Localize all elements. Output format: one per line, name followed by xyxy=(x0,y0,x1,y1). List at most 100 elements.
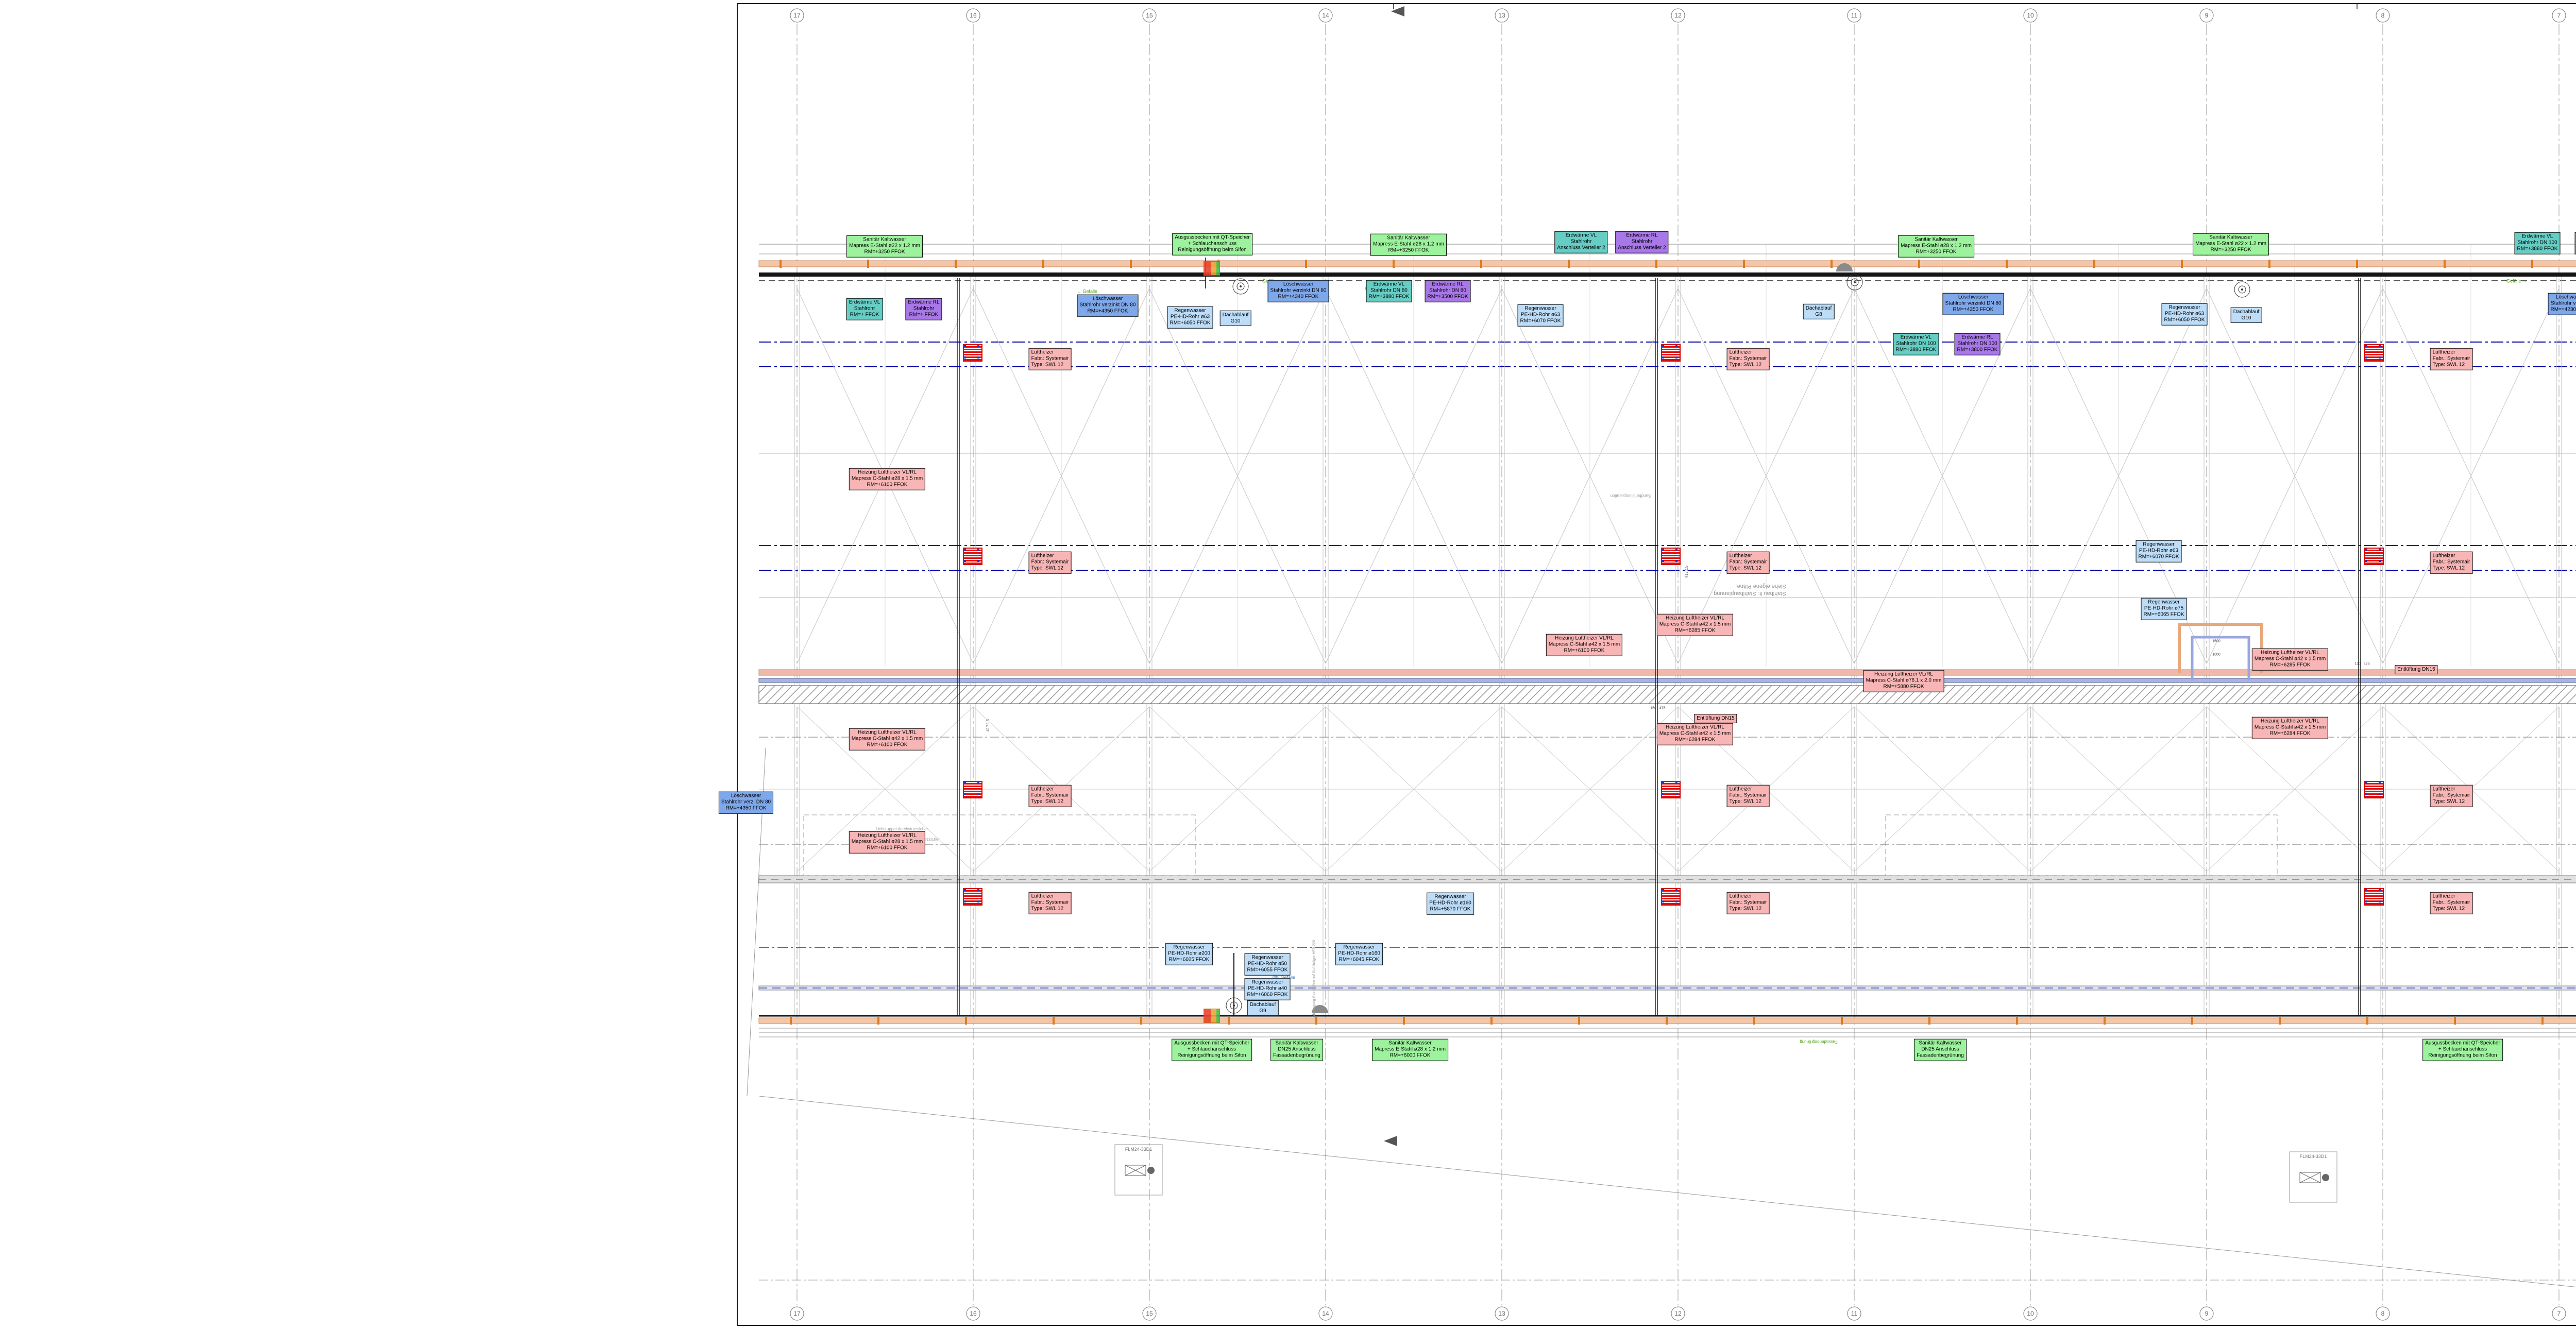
plan-label-line: RM=+3880 FFOK xyxy=(1368,294,1410,300)
plan-label-line: G10 xyxy=(1230,318,1241,324)
plan-label: Erdwärme VL Stahlrohr DN 80 RM=+3880 FFOK xyxy=(1366,280,1412,302)
plan-label-line: Ausgussbecken mit QT-Speicher xyxy=(1174,1040,1249,1046)
grid-bubble xyxy=(790,8,804,23)
plan-label-line: Regenwasser xyxy=(1174,308,1206,314)
plan-label-line: RM=+6100 FFOK xyxy=(1564,648,1605,654)
plan-label-line: RM=+6065 FFOK xyxy=(2143,612,2184,618)
plan-label-line: Mapress E-Stahl ø28 x 1.2 mm xyxy=(1373,241,1444,247)
plan-text: 1000 xyxy=(2212,653,2221,657)
plan-label-line: Type: SWL 12 xyxy=(1031,799,1064,805)
roof-drain-icon xyxy=(1226,997,1242,1014)
unit-corner-dot xyxy=(2365,793,2367,795)
grid-bubble-number: 14 xyxy=(1322,1310,1329,1317)
plan-label-line: Fabr.: Systemair xyxy=(2432,899,2470,906)
grid-bubble-number: 10 xyxy=(2027,1310,2034,1317)
plan-label-line: + Schlauchanschluss xyxy=(1188,241,1237,247)
plan-label-line: Fabr.: Systemair xyxy=(1729,792,1767,798)
plan-label-line: Mapress C-Stahl ø42 x 1.5 mm xyxy=(1659,730,1731,737)
plan-label: Erdwärme VL Stahlrohr Anschluss Verteiler … xyxy=(1554,231,1608,253)
plan-label-line: Erdwärme RL xyxy=(1432,281,1464,287)
unit-corner-dot xyxy=(964,345,966,347)
unit-corner-dot xyxy=(1662,889,1664,891)
plan-label-line: Regenwasser xyxy=(1251,955,1283,961)
plan-label: Heizung Luftheizer VL/RL Mapress C-Stahl … xyxy=(1656,723,1734,745)
unit-corner-dot xyxy=(2365,345,2367,347)
plan-label-line: PE-HD-Rohr ø75 xyxy=(2144,605,2184,611)
plan-label-line: Luftheizer xyxy=(2432,893,2455,899)
plan-label: Löschwasser Stahlrohr verzinkt DN 80 RM=+4… xyxy=(1267,280,1329,302)
plan-label-line: Type: SWL 12 xyxy=(2432,799,2465,805)
unit-corner-dot xyxy=(1675,782,1677,784)
plan-label-line: Mapress E-Stahl ø28 x 1.2 mm xyxy=(1375,1046,1446,1052)
plan-label-line: Erdwärme VL xyxy=(1373,281,1405,287)
luftheizer-label: Luftheizer Fabr.: Systemair Type: SWL 12 xyxy=(1028,348,1072,370)
plan-label-line: RM=+6060 FFOK xyxy=(1247,992,1288,998)
unit-corner-dot xyxy=(977,900,979,902)
wall-sleeve-icon xyxy=(1836,263,1853,271)
luftheizer-label: Luftheizer Fabr.: Systemair Type: SWL 12 xyxy=(1726,892,1770,914)
unit-corner-dot xyxy=(964,889,966,891)
plan-label-line: PE-HD-Rohr ø200 xyxy=(1168,950,1210,957)
plan-label-line: RM=+6000 FFOK xyxy=(1389,1053,1431,1059)
plan-label-line: RM=+6284 FFOK xyxy=(2269,731,2311,737)
plan-label-line: PE-HD-Rohr ø63 xyxy=(1520,312,1561,318)
plan-label: Sanitär Kaltwasser Mapress E-Stahl ø22 x … xyxy=(2193,233,2269,255)
plan-label-line: RM=+3250 FFOK xyxy=(1388,248,1429,254)
luftheizer-unit xyxy=(2364,781,2384,798)
unit-corner-dot xyxy=(977,782,979,784)
grid-bubble-number: 10 xyxy=(2027,12,2034,19)
unit-corner-dot xyxy=(1662,782,1664,784)
plan-label-line: Heizung Luftheizer VL/RL xyxy=(1666,724,1724,730)
unit-corner-dot xyxy=(2365,356,2367,359)
plan-label-line: Ausgussbecken mit QT-Speicher xyxy=(1175,234,1250,241)
flm-box xyxy=(1114,1144,1163,1196)
plan-label-line: RM=+6055 FFOK xyxy=(1247,967,1288,974)
plan-label-line: Stahlrohr verzinkt DN 80 xyxy=(1079,302,1136,308)
grid-bubble-number: 7 xyxy=(2557,12,2561,19)
plan-label-line: PE-HD-Rohr ø63 xyxy=(2139,548,2179,554)
plan-label-line: Luftheizer xyxy=(1031,349,1054,355)
plan-label: Löschwasser Stahlrohr verzinkt DN 80 RM=+4… xyxy=(1942,293,2004,315)
unit-corner-dot xyxy=(2379,560,2381,562)
plan-label-line: Mapress C-Stahl ø28 x 1.5 mm xyxy=(851,475,923,482)
plan-label-line: Sanitär Kaltwasser xyxy=(863,236,906,243)
unit-corner-dot xyxy=(964,549,966,551)
plan-label-line: Stahlrohr verzinkt xyxy=(2551,300,2576,306)
plan-label-line: Regenwasser xyxy=(2143,541,2175,548)
plan-label-line: G8 xyxy=(1815,312,1822,317)
plan-label: Dachablauf G8 xyxy=(1803,303,1835,320)
unit-corner-dot xyxy=(2379,793,2381,795)
plan-label-line: Fabr.: Systemair xyxy=(2432,792,2470,798)
luftheizer-unit xyxy=(1661,344,1681,362)
unit-corner-dot xyxy=(1662,793,1664,795)
plan-label-line: Mapress C-Stahl ø42 x 1.5 mm xyxy=(1659,621,1731,627)
plan-label: Erdwärme VL Stahlrohr DN 100 RM=+3880 FFOK xyxy=(2514,232,2561,254)
plan-label-line: Heizung Luftheizer VL/RL xyxy=(858,729,917,736)
plan-label-line: Fabr.: Systemair xyxy=(1729,355,1767,362)
plan-label-line: RM=+6050 FFOK xyxy=(1170,320,1211,327)
luftheizer-label: Luftheizer Fabr.: Systemair Type: SWL 12 xyxy=(1726,348,1770,370)
plan-label-line: Dachablauf xyxy=(1249,1001,1276,1008)
plan-label-line: Luftheizer xyxy=(2432,553,2455,559)
plan-label-line: PE-HD-Rohr ø50 xyxy=(1247,961,1287,967)
grid-bubble xyxy=(2552,1306,2566,1321)
plan-label-line: PE-HD-Rohr ø63 xyxy=(2164,311,2205,317)
grid-bubble-number: 13 xyxy=(1498,12,1505,19)
flm-box-label: FLM24-33D1 xyxy=(2300,1154,2327,1159)
luftheizer-unit xyxy=(2364,888,2384,906)
plan-label-line: Anschluss Verteiler 2 xyxy=(1618,245,1666,251)
plan-label-line: + Schlauchanschluss xyxy=(2438,1046,2487,1052)
roof-drain-icon xyxy=(1846,274,1863,291)
plan-text: Fassadenbegrünung xyxy=(1800,1040,1838,1044)
plan-label: Dachablauf G9 xyxy=(1247,1000,1279,1016)
plan-label-line: Löschwasser xyxy=(1958,294,1989,300)
plan-label-line: Sanitär Kaltwasser xyxy=(2209,234,2252,241)
plan-label-line: Heizung Luftheizer VL/RL xyxy=(1874,671,1933,677)
roof-drain-icon xyxy=(1232,278,1249,295)
plan-label-line: Luftheizer xyxy=(2432,349,2455,355)
plan-label: Heizung Luftheizer VL/RL Mapress C-Stahl … xyxy=(849,831,926,854)
unit-corner-dot xyxy=(977,345,979,347)
plan-label-line: Erdwärme VL xyxy=(1900,334,1932,340)
plan-label-line: PE-HD-Rohr ø160 xyxy=(1429,900,1471,906)
grid-bubble-number: 13 xyxy=(1498,1310,1505,1317)
